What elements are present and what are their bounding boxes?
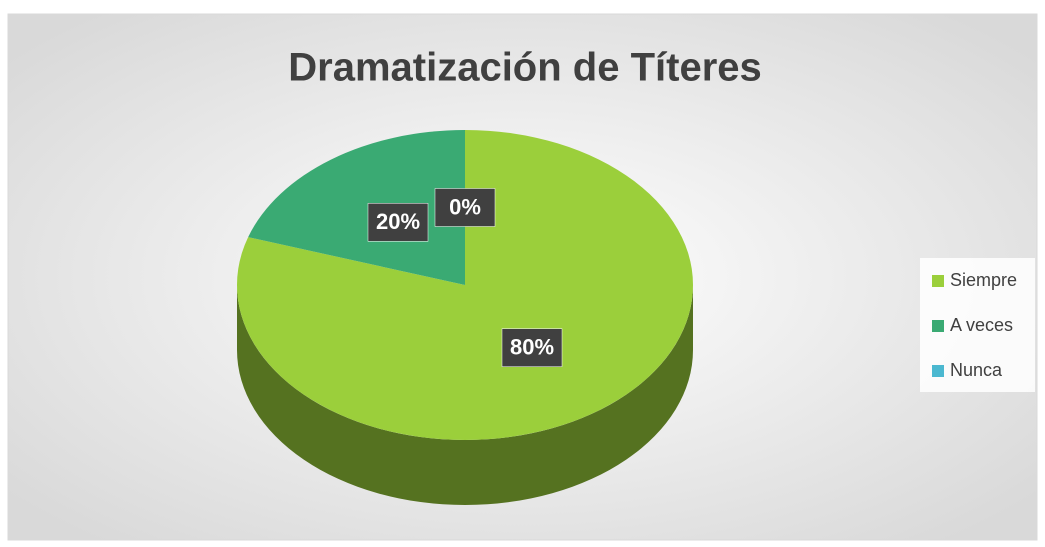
chart-title: Dramatización de Títeres bbox=[288, 46, 762, 90]
data-label: 80% bbox=[510, 335, 554, 360]
legend-swatch bbox=[932, 275, 944, 287]
legend-swatch bbox=[932, 365, 944, 377]
legend-swatch bbox=[932, 320, 944, 332]
legend-label: Siempre bbox=[950, 270, 1017, 290]
pie-slice bbox=[248, 130, 465, 285]
legend-label: Nunca bbox=[950, 360, 1003, 380]
data-label-box bbox=[501, 328, 563, 367]
data-label-box bbox=[434, 188, 496, 227]
data-label: 0% bbox=[449, 194, 481, 219]
pie-side bbox=[237, 285, 693, 505]
data-label-box bbox=[367, 203, 429, 242]
data-label: 20% bbox=[376, 209, 420, 234]
legend-label: A veces bbox=[950, 315, 1013, 335]
